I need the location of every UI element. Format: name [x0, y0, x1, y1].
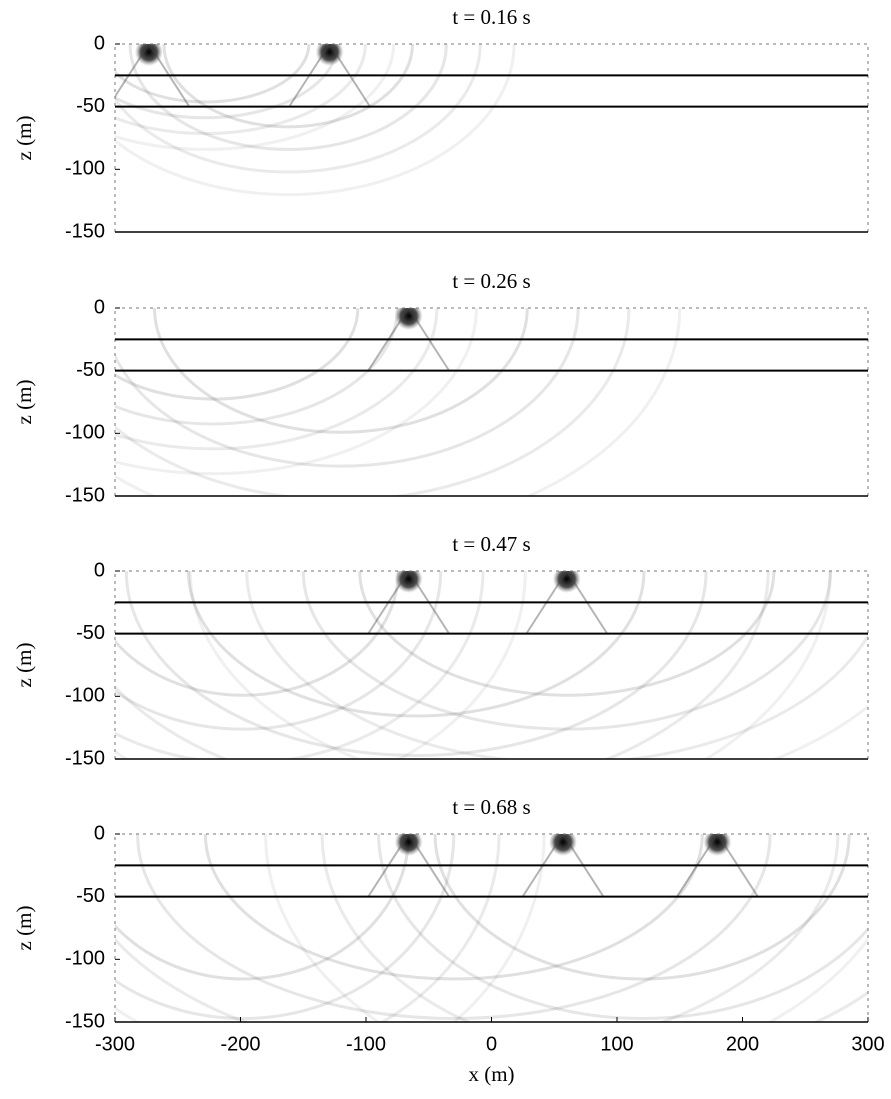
x-tick-label: -100	[346, 1033, 386, 1055]
wavefront	[162, 44, 414, 129]
x-tick-label: -300	[95, 1033, 135, 1055]
y-tick-label: 0	[94, 559, 105, 581]
source	[394, 834, 423, 856]
y-tick-label: -50	[76, 622, 105, 644]
wavefront	[115, 44, 396, 151]
wavefront	[115, 44, 482, 174]
source	[703, 834, 732, 856]
x-tick-label: -200	[220, 1033, 260, 1055]
x-axis-label: x (m)	[468, 1062, 514, 1086]
wavefront	[115, 308, 399, 426]
axes-frame	[114, 833, 869, 1023]
x-tick-label: 300	[851, 1033, 884, 1055]
y-tick-label: 0	[94, 822, 105, 844]
wavefront	[115, 44, 339, 120]
y-tick-label: -150	[65, 484, 105, 506]
y-tick-label: -50	[76, 95, 105, 117]
panel: 0 -50 -100 -150 t = 0.26 s z (m)	[12, 269, 869, 506]
panel-title: t = 0.26 s	[452, 269, 530, 293]
source	[394, 308, 423, 330]
y-tick-label: -150	[65, 220, 105, 242]
wavefront	[115, 308, 439, 451]
y-axis-label: z (m)	[12, 643, 36, 688]
source	[394, 571, 423, 593]
wavefront	[115, 44, 516, 197]
wavefront	[153, 308, 529, 434]
wavefront	[377, 834, 868, 1020]
y-tick-label: -50	[76, 359, 105, 381]
wavefront	[115, 571, 443, 731]
panel-title: t = 0.16 s	[452, 5, 530, 29]
y-tick-label: -50	[76, 885, 105, 907]
wavefront	[186, 571, 646, 718]
x-tick-label: 100	[600, 1033, 633, 1055]
panel-title: t = 0.47 s	[452, 532, 530, 556]
source	[315, 44, 344, 66]
x-tick-label: 200	[726, 1033, 759, 1055]
axes-frame	[114, 307, 869, 497]
wavefront	[124, 571, 708, 757]
wavefront	[433, 834, 851, 981]
y-tick-label: -100	[65, 948, 105, 970]
wavefront	[115, 308, 478, 476]
panel: 0 -50 -100 -150 t = 0.16 s z (m)	[12, 5, 869, 242]
wavefield	[115, 571, 868, 759]
y-tick-label: 0	[94, 32, 105, 54]
wavefield	[115, 44, 516, 197]
wavefront	[115, 44, 367, 136]
source	[134, 44, 163, 66]
wavefront	[203, 834, 704, 981]
wavefront	[115, 44, 311, 104]
y-tick-label: 0	[94, 296, 105, 318]
y-tick-label: -100	[65, 685, 105, 707]
source	[549, 834, 578, 856]
wavefront	[115, 308, 360, 401]
wavefront	[128, 44, 448, 151]
wavefront	[115, 834, 411, 981]
axes-frame	[114, 570, 869, 760]
wavefront	[301, 571, 832, 731]
panel: 0 -50 -100 -150 t = 0.47 s z (m)	[12, 532, 869, 769]
panel-title: t = 0.68 s	[452, 795, 530, 819]
y-tick-label: -100	[65, 422, 105, 444]
source	[552, 571, 581, 593]
x-tick-label: 0	[486, 1033, 497, 1055]
y-tick-label: -100	[65, 158, 105, 180]
y-axis-label: z (m)	[12, 116, 36, 161]
y-tick-label: -150	[65, 747, 105, 769]
axes-frame	[114, 43, 869, 233]
wavefront	[115, 308, 580, 468]
y-axis-label: z (m)	[12, 906, 36, 951]
y-axis-label: z (m)	[12, 380, 36, 425]
y-tick-label: -150	[65, 1010, 105, 1032]
panel: 0 -50 -100 -150 t = 0.68 s z (m) -300 -200 -100 0…	[12, 795, 885, 1086]
